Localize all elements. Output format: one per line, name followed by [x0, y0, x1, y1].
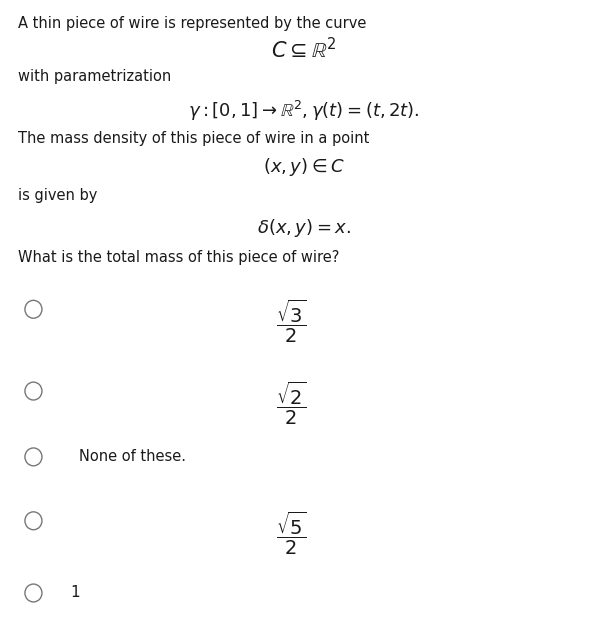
Text: $\dfrac{\sqrt{5}}{2}$: $\dfrac{\sqrt{5}}{2}$: [277, 510, 307, 557]
Text: $C \subseteq \mathbb{R}^2$: $C \subseteq \mathbb{R}^2$: [271, 37, 337, 63]
Text: $\delta(x, y) = x.$: $\delta(x, y) = x.$: [257, 217, 351, 239]
Text: $\dfrac{\sqrt{3}}{2}$: $\dfrac{\sqrt{3}}{2}$: [277, 298, 307, 345]
Text: A thin piece of wire is represented by the curve: A thin piece of wire is represented by t…: [18, 15, 367, 31]
Text: $\gamma : [0, 1] \rightarrow \mathbb{R}^2, \gamma(t) = (t, 2t).$: $\gamma : [0, 1] \rightarrow \mathbb{R}^…: [188, 98, 420, 123]
Text: 1: 1: [70, 585, 80, 601]
Text: The mass density of this piece of wire in a point: The mass density of this piece of wire i…: [18, 130, 370, 146]
Text: None of these.: None of these.: [79, 449, 186, 465]
Text: What is the total mass of this piece of wire?: What is the total mass of this piece of …: [18, 250, 340, 265]
Text: with parametrization: with parametrization: [18, 69, 171, 84]
Text: is given by: is given by: [18, 188, 98, 203]
Text: $\dfrac{\sqrt{2}}{2}$: $\dfrac{\sqrt{2}}{2}$: [277, 380, 307, 427]
Text: $(x, y) \in C$: $(x, y) \in C$: [263, 157, 345, 178]
